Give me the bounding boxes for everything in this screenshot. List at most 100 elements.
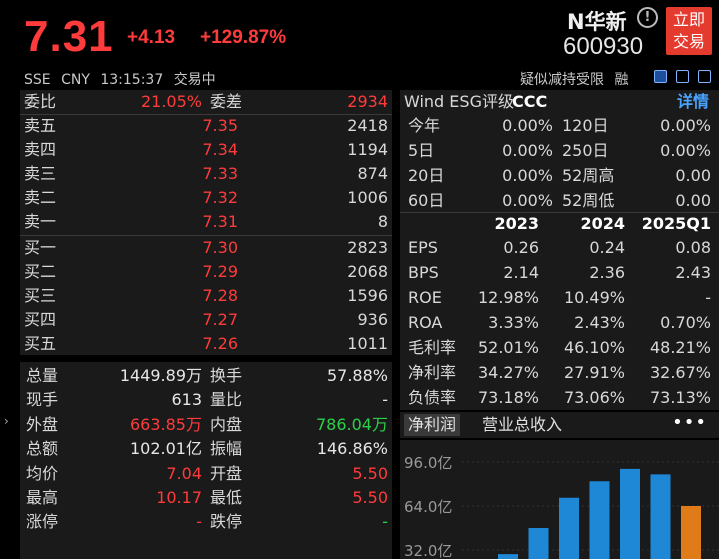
financial-value: 73.18%: [477, 388, 539, 407]
ask-level-label: 卖四: [24, 140, 57, 159]
edit-icon[interactable]: [654, 70, 667, 83]
returns-row: 5日 0.00% 250日 0.00%: [400, 139, 719, 163]
bid-row[interactable]: 买二 7.29 2068: [20, 260, 392, 284]
bid-row[interactable]: 买五 7.26 1011: [20, 332, 392, 356]
stat-value: 57.88%: [326, 366, 388, 385]
col-2023: 2023: [494, 214, 539, 233]
chart-bar[interactable]: [681, 506, 701, 559]
tab-total-revenue[interactable]: 营业总收入: [482, 415, 563, 434]
window-icon[interactable]: [676, 70, 689, 83]
bid-row[interactable]: 买一 7.30 2823: [20, 236, 392, 260]
return-value: 0.00: [675, 191, 711, 210]
stat-label: 量比: [210, 390, 243, 410]
bid-price: 7.26: [202, 334, 238, 353]
ask-level-label: 卖三: [24, 164, 57, 183]
ask-price: 7.32: [202, 188, 238, 207]
stat-value: 663.85万: [130, 414, 202, 434]
stat-value: 1449.89万: [119, 366, 202, 385]
weibi-label: 委比: [24, 92, 57, 111]
tab-net-profit[interactable]: 净利润: [404, 414, 461, 436]
ask-price: 7.35: [202, 116, 238, 135]
financial-value: 2.14: [503, 263, 539, 282]
ask-level-label: 卖二: [24, 188, 57, 207]
bid-row[interactable]: 买三 7.28 1596: [20, 284, 392, 308]
stat-label: 内盘: [210, 414, 243, 434]
chart-bar[interactable]: [589, 481, 610, 559]
esg-rating: CCC: [512, 92, 548, 111]
ask-volume: 8: [377, 212, 388, 231]
chart-bar[interactable]: [528, 528, 549, 559]
stat-label: 跌停: [210, 512, 243, 532]
financial-row: 负债率 73.18% 73.06% 73.13%: [400, 386, 719, 410]
financial-row: EPS 0.26 0.24 0.08: [400, 236, 719, 260]
stat-label: 现手: [26, 390, 59, 410]
financial-value: 0.70%: [660, 313, 711, 332]
financial-value: 2.43: [675, 263, 711, 282]
financial-value: 2.36: [589, 263, 625, 282]
stat-label: 开盘: [210, 463, 243, 483]
esg-row: Wind ESG评级 CCC 详情: [400, 90, 719, 114]
ask-volume: 1194: [347, 140, 388, 159]
col-2024: 2024: [580, 214, 625, 233]
esg-detail-link[interactable]: 详情: [676, 92, 709, 111]
stat-value: 5.50: [352, 488, 388, 507]
financial-row: BPS 2.14 2.36 2.43: [400, 261, 719, 285]
ask-row[interactable]: 卖三 7.33 874: [20, 162, 392, 186]
trade-now-button[interactable]: 立即 交易: [666, 7, 712, 55]
stat-value: 10.17: [156, 488, 202, 507]
financial-label: ROE: [408, 288, 442, 307]
ask-volume: 2418: [347, 116, 388, 135]
chart-bar[interactable]: [650, 474, 671, 559]
stat-value: 146.86%: [316, 439, 388, 459]
stat-value: -: [382, 390, 388, 410]
return-label: 5日: [408, 141, 435, 160]
bid-level-label: 买四: [24, 310, 57, 329]
stat-label: 振幅: [210, 439, 243, 459]
financial-value: 0.24: [589, 238, 625, 257]
stat-value: -: [196, 512, 202, 532]
return-label: 120日: [562, 116, 609, 135]
return-value: 0.00%: [660, 141, 711, 160]
ask-level-label: 卖五: [24, 116, 57, 135]
info-icon[interactable]: !: [637, 7, 658, 28]
bid-price: 7.27: [202, 310, 238, 329]
financial-label: 负债率: [408, 388, 457, 407]
ask-volume: 1006: [347, 188, 388, 207]
bid-volume: 2823: [347, 238, 388, 257]
ask-row[interactable]: 卖五 7.35 2418: [20, 114, 392, 138]
return-label: 60日: [408, 191, 445, 210]
profit-chart: 96.0亿 64.0亿 32.0亿: [400, 440, 719, 559]
ask-row[interactable]: 卖四 7.34 1194: [20, 138, 392, 162]
ask-row[interactable]: 卖一 7.31 8: [20, 210, 392, 234]
stat-value: 102.01亿: [130, 439, 202, 459]
order-book: 委比 21.05% 委差 2934 卖五 7.35 2418 卖四 7.34 1194 卖三…: [20, 90, 392, 355]
ask-volume: 874: [357, 164, 388, 183]
stat-value: 5.50: [352, 463, 388, 483]
financial-value: 34.27%: [477, 363, 539, 382]
popout-icon[interactable]: [698, 70, 711, 83]
return-value: 0.00%: [502, 116, 553, 135]
bid-level-label: 买一: [24, 238, 57, 257]
chart-bar[interactable]: [620, 468, 640, 559]
stat-value: 7.04: [166, 463, 202, 483]
restriction-text: 疑似减持受限: [520, 72, 604, 88]
price-change-percent: +129.87%: [200, 27, 287, 48]
financial-label: 毛利率: [408, 338, 457, 357]
stat-label: 外盘: [26, 414, 59, 434]
bid-row[interactable]: 买四 7.27 936: [20, 308, 392, 332]
more-icon[interactable]: •••: [672, 412, 707, 433]
collapse-arrow-icon[interactable]: ›: [4, 414, 9, 428]
bid-volume: 2068: [347, 262, 388, 281]
return-value: 0.00%: [502, 166, 553, 185]
currency: CNY: [61, 72, 90, 88]
y-tick-label: 96.0亿: [404, 454, 452, 472]
chart-bar[interactable]: [559, 497, 579, 559]
ask-level-label: 卖一: [24, 212, 57, 231]
financial-value: 52.01%: [477, 338, 539, 357]
stat-label: 总量: [26, 366, 59, 385]
ask-row[interactable]: 卖二 7.32 1006: [20, 186, 392, 210]
chart-bar[interactable]: [498, 554, 518, 559]
stats-row: 总量 1449.89万 换手 57.88%: [20, 364, 392, 388]
trade-button-line2: 交易: [672, 32, 705, 51]
financial-value: 10.49%: [563, 288, 625, 307]
